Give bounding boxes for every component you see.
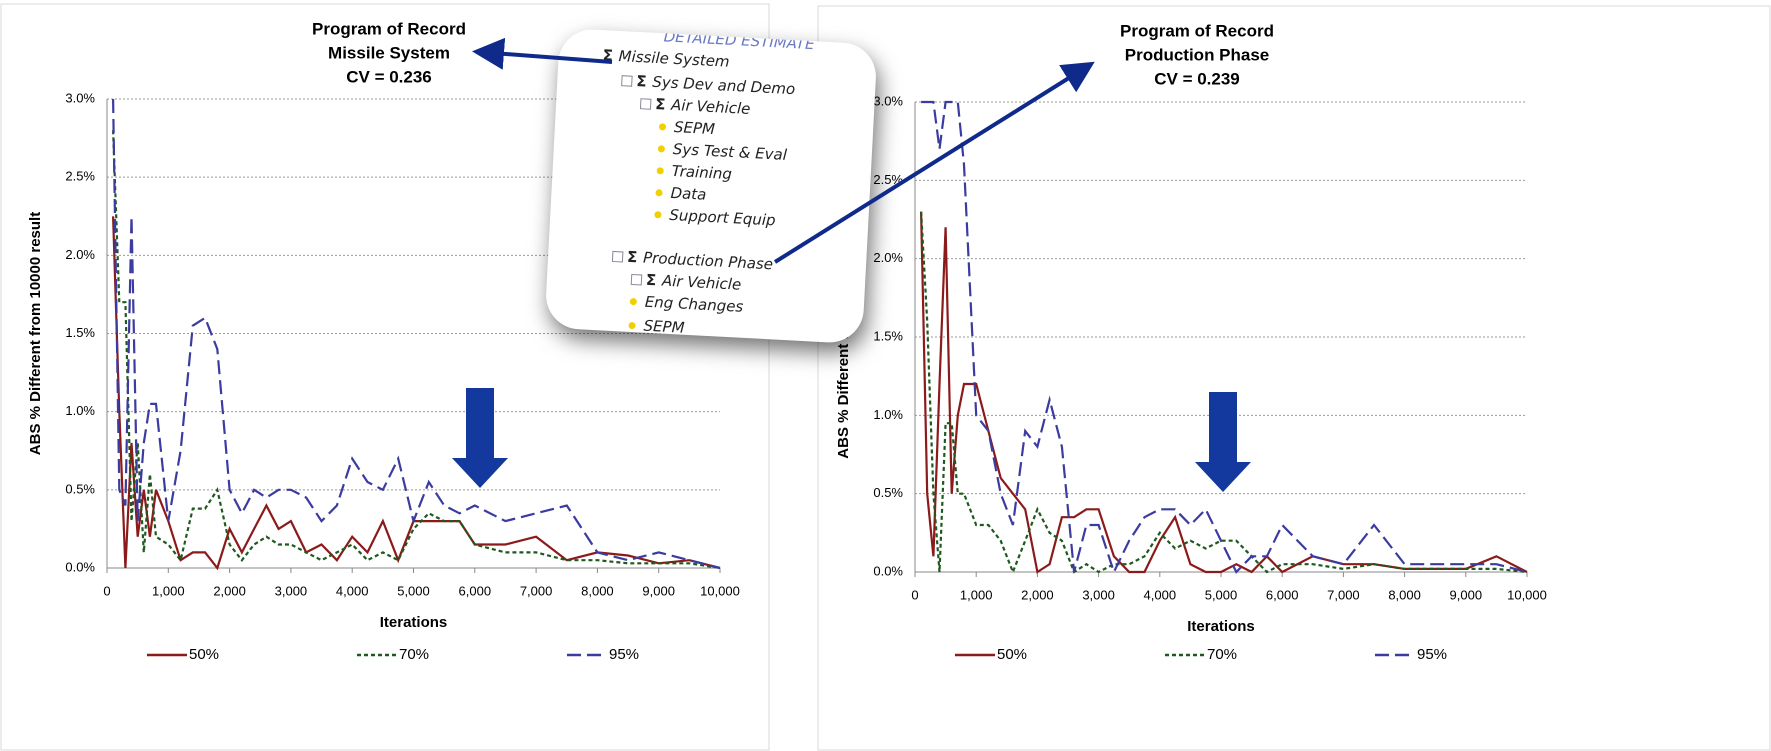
- legend-label: 70%: [399, 646, 429, 663]
- y-tick-label: 2.5%: [873, 172, 903, 187]
- y-tick-label: 2.5%: [65, 169, 95, 184]
- x-tick-label: 10,000: [700, 583, 740, 598]
- tree-item[interactable]: Sys Test & Eval: [657, 139, 787, 164]
- leaf-icon: [655, 189, 662, 196]
- y-tick-label: 3.0%: [65, 90, 95, 105]
- x-tick-label: 1,000: [960, 587, 993, 602]
- y-axis-label: ABS % Different from 10000 result: [27, 212, 44, 455]
- x-tick-label: 0: [103, 583, 110, 598]
- expander[interactable]: [621, 75, 633, 87]
- sum-icon: Σ: [627, 248, 644, 267]
- annotation: CV = 0.239: [1154, 69, 1240, 88]
- leaf-icon: [659, 123, 666, 130]
- y-tick-label: 0.5%: [873, 485, 903, 500]
- x-tick-label: 7,000: [1327, 587, 1360, 602]
- y-tick-label: 2.0%: [873, 250, 903, 265]
- tree-label: Sys Dev and Demo: [652, 73, 796, 98]
- y-tick-label: 0.5%: [65, 481, 95, 496]
- expander[interactable]: [612, 251, 624, 263]
- tree-label: SEPM: [674, 118, 716, 138]
- tree-label: Support Equip: [669, 206, 776, 230]
- expander[interactable]: [631, 274, 643, 286]
- sum-icon: Σ: [655, 95, 672, 114]
- legend-label: 95%: [1417, 646, 1447, 663]
- annotation: Production Phase: [1125, 45, 1270, 64]
- x-axis-label: Iterations: [1187, 618, 1255, 635]
- annotation: Program of Record: [312, 19, 466, 38]
- tree-label: Production Phase: [643, 249, 774, 274]
- x-tick-label: 2,000: [213, 583, 246, 598]
- expander[interactable]: [640, 98, 652, 110]
- series-line: [921, 212, 1527, 572]
- page: 0.0% 0.5% 1.0% 1.5% 2.0% 2.5% 3.0% 0 1,000 2,000 3…: [0, 0, 1771, 751]
- leaf-icon: [654, 211, 661, 218]
- tree-item[interactable]: Data: [655, 183, 707, 204]
- tree-label: Missile System: [618, 47, 730, 71]
- legend-label: 70%: [1207, 646, 1237, 663]
- x-tick-label: 8,000: [581, 583, 614, 598]
- x-tick-label: 9,000: [642, 583, 675, 598]
- x-tick-label: 4,000: [1144, 587, 1177, 602]
- y-tick-label: 1.5%: [65, 325, 95, 340]
- charts: 0.0% 0.5% 1.0% 1.5% 2.0% 2.5% 3.0% 0 1,000 2,000 3…: [0, 0, 1771, 751]
- x-tick-label: 10,000: [1507, 587, 1547, 602]
- x-tick-label: 6,000: [459, 583, 492, 598]
- x-tick-label: 8,000: [1388, 587, 1421, 602]
- x-tick-label: 9,000: [1450, 587, 1483, 602]
- tree-label: Sys Test & Eval: [672, 140, 787, 164]
- leaf-icon: [628, 322, 635, 329]
- x-axis-label: Iterations: [380, 614, 448, 631]
- tree-label: Data: [670, 184, 707, 204]
- leaf-icon: [657, 167, 664, 174]
- series-line: [921, 212, 1527, 572]
- x-tick-label: 3,000: [1082, 587, 1115, 602]
- legend-label: 50%: [997, 646, 1027, 663]
- tree-item[interactable]: SEPM: [659, 117, 716, 138]
- chart-frame: [818, 6, 1770, 750]
- x-tick-label: 6,000: [1266, 587, 1299, 602]
- y-tick-label: 0.0%: [65, 559, 95, 574]
- x-tick-label: 5,000: [1205, 587, 1238, 602]
- x-tick-label: 7,000: [520, 583, 553, 598]
- x-tick-label: 1,000: [152, 583, 185, 598]
- x-tick-label: 4,000: [336, 583, 369, 598]
- leaf-icon: [630, 298, 637, 305]
- y-tick-label: 2.0%: [65, 247, 95, 262]
- y-tick-label: 0.0%: [873, 563, 903, 578]
- x-tick-label: 5,000: [397, 583, 430, 598]
- tree-label: Air Vehicle: [671, 96, 751, 118]
- legend-label: 95%: [609, 646, 639, 663]
- sum-icon: Σ: [646, 271, 663, 290]
- x-tick-label: 0: [911, 587, 918, 602]
- tree-item[interactable]: Support Equip: [654, 205, 776, 229]
- tree-label: Air Vehicle: [662, 272, 742, 294]
- sum-icon: Σ: [602, 46, 619, 65]
- annotation: Program of Record: [1120, 21, 1274, 40]
- y-tick-label: 1.0%: [65, 403, 95, 418]
- tree-label: Training: [671, 162, 732, 183]
- annotation: CV = 0.236: [346, 67, 432, 86]
- tree-item[interactable]: Training: [656, 161, 732, 183]
- y-tick-label: 3.0%: [873, 93, 903, 108]
- y-tick-label: 1.5%: [873, 328, 903, 343]
- y-tick-label: 1.0%: [873, 407, 903, 422]
- tree-item[interactable]: Eng Changes: [629, 292, 743, 316]
- x-tick-label: 2,000: [1021, 587, 1054, 602]
- annotation: Missile System: [328, 43, 450, 62]
- legend-label: 50%: [189, 646, 219, 663]
- sum-icon: Σ: [636, 72, 653, 91]
- x-tick-label: 3,000: [275, 583, 308, 598]
- leaf-icon: [658, 145, 665, 152]
- tree-label: Eng Changes: [644, 293, 743, 316]
